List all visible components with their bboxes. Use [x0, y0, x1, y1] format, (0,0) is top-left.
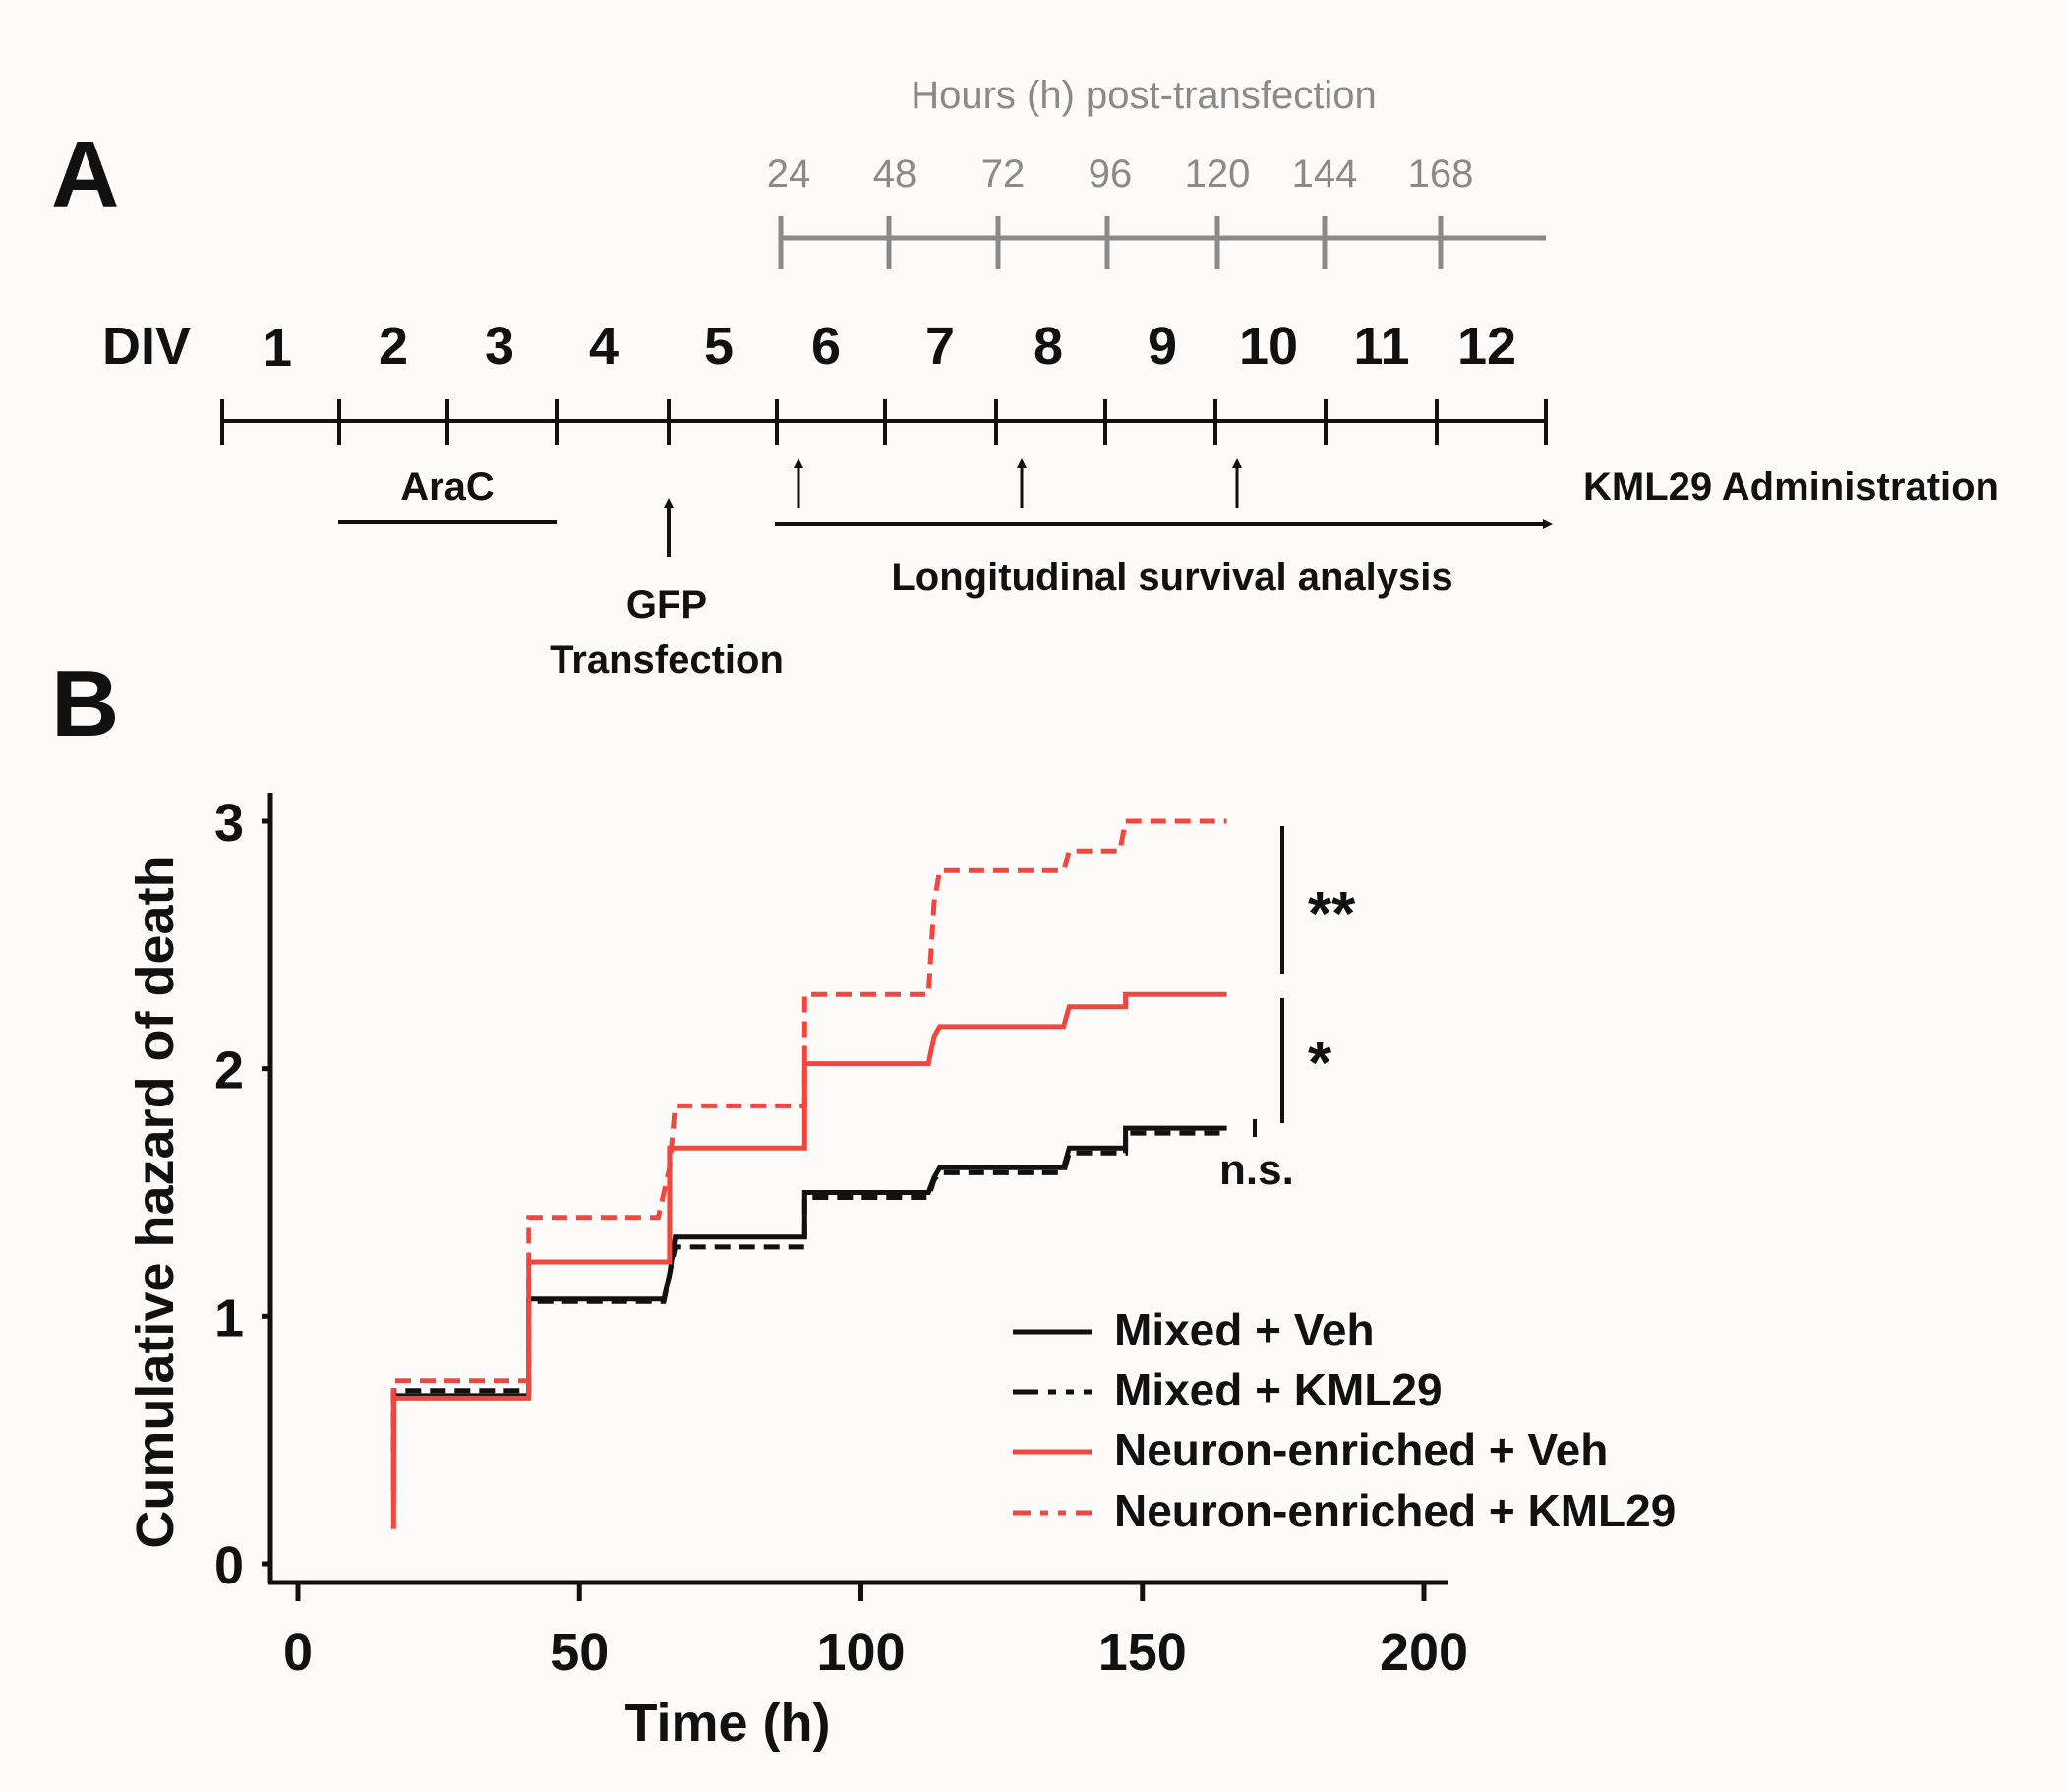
div-day-label: 5 [704, 317, 734, 376]
hours-tick-label: 96 [1089, 152, 1133, 196]
plot-series [390, 818, 1227, 1529]
hours-axis-ticks [778, 216, 1444, 269]
legend-label-mixed-veh: Mixed + Veh [1114, 1304, 1375, 1355]
transfection-label: Transfection [550, 638, 784, 682]
div-day-label: 3 [485, 317, 514, 376]
y-axis-ticks: 0 1 2 3 [214, 794, 270, 1595]
y-tick-label: 1 [214, 1288, 244, 1347]
div-timeline-ticks [220, 399, 1548, 445]
hours-axis-title: Hours (h) post-transfection [911, 74, 1377, 117]
div-day-label: 9 [1148, 317, 1177, 376]
x-axis-ticks: 0 50 100 150 200 [283, 1583, 1468, 1682]
hours-tick-label: 72 [981, 152, 1026, 196]
x-tick-label: 200 [1380, 1623, 1468, 1682]
y-axis-title: Cumulative hazard of death [126, 855, 185, 1548]
survival-analysis-label: Longitudinal survival analysis [891, 556, 1452, 599]
div-day-label: 6 [811, 317, 841, 376]
hours-axis-labels: 24 48 72 96 120 144 168 [767, 152, 1474, 196]
x-tick-label: 100 [816, 1623, 905, 1682]
div-day-label: 12 [1457, 317, 1516, 376]
hours-tick-label: 168 [1408, 152, 1474, 196]
panel-a: A Hours (h) post-transfection 24 48 72 9… [51, 74, 1999, 682]
div-day-label: 1 [263, 319, 292, 378]
div-day-label: 2 [379, 317, 408, 376]
div-day-label: 7 [925, 317, 955, 376]
x-tick-label: 50 [550, 1623, 609, 1682]
gfp-label: GFP [626, 583, 707, 627]
legend-label-neuron-veh: Neuron-enriched + Veh [1114, 1424, 1608, 1475]
legend-label-mixed-kml29: Mixed + KML29 [1114, 1364, 1443, 1415]
y-tick-label: 2 [214, 1042, 244, 1101]
hours-tick-label: 48 [873, 152, 917, 196]
series-line-neuron-enriched-kml29 [390, 818, 1227, 1503]
kml29-administration-label: KML29 Administration [1583, 465, 1999, 508]
x-tick-label: 150 [1098, 1623, 1187, 1682]
div-day-label: 11 [1353, 317, 1409, 376]
div-day-labels: 1 2 3 4 5 6 7 8 9 10 11 12 [263, 317, 1516, 378]
x-tick-label: 0 [283, 1623, 313, 1682]
significance-bottom-label: n.s. [1219, 1146, 1294, 1194]
hours-tick-label: 24 [767, 152, 811, 196]
series-line-neuron-enriched-veh [390, 991, 1227, 1529]
legend: Mixed + Veh Mixed + KML29 Neuron-enriche… [1013, 1304, 1676, 1536]
significance-middle-label: * [1308, 1030, 1332, 1098]
div-label: DIV [102, 317, 191, 376]
y-tick-label: 0 [214, 1536, 244, 1595]
panel-a-label: A [51, 122, 119, 227]
significance-top-label: ** [1308, 880, 1356, 948]
series-line-mixed-veh [390, 1125, 1227, 1490]
legend-label-neuron-kml29: Neuron-enriched + KML29 [1114, 1485, 1676, 1536]
y-tick-label: 3 [214, 794, 244, 853]
hours-tick-label: 144 [1292, 152, 1358, 196]
div-day-label: 10 [1239, 317, 1298, 376]
panel-b-label: B [51, 651, 119, 756]
x-axis-title: Time (h) [624, 1694, 830, 1753]
arac-label: AraC [400, 465, 495, 508]
div-day-label: 4 [589, 317, 619, 376]
hours-tick-label: 120 [1185, 152, 1251, 196]
div-day-label: 8 [1034, 317, 1063, 376]
panel-b: B 0 1 2 3 0 50 100 150 200 Time (h) Cumulative … [51, 651, 1676, 1753]
series-line-mixed-kml29 [390, 1130, 1227, 1453]
